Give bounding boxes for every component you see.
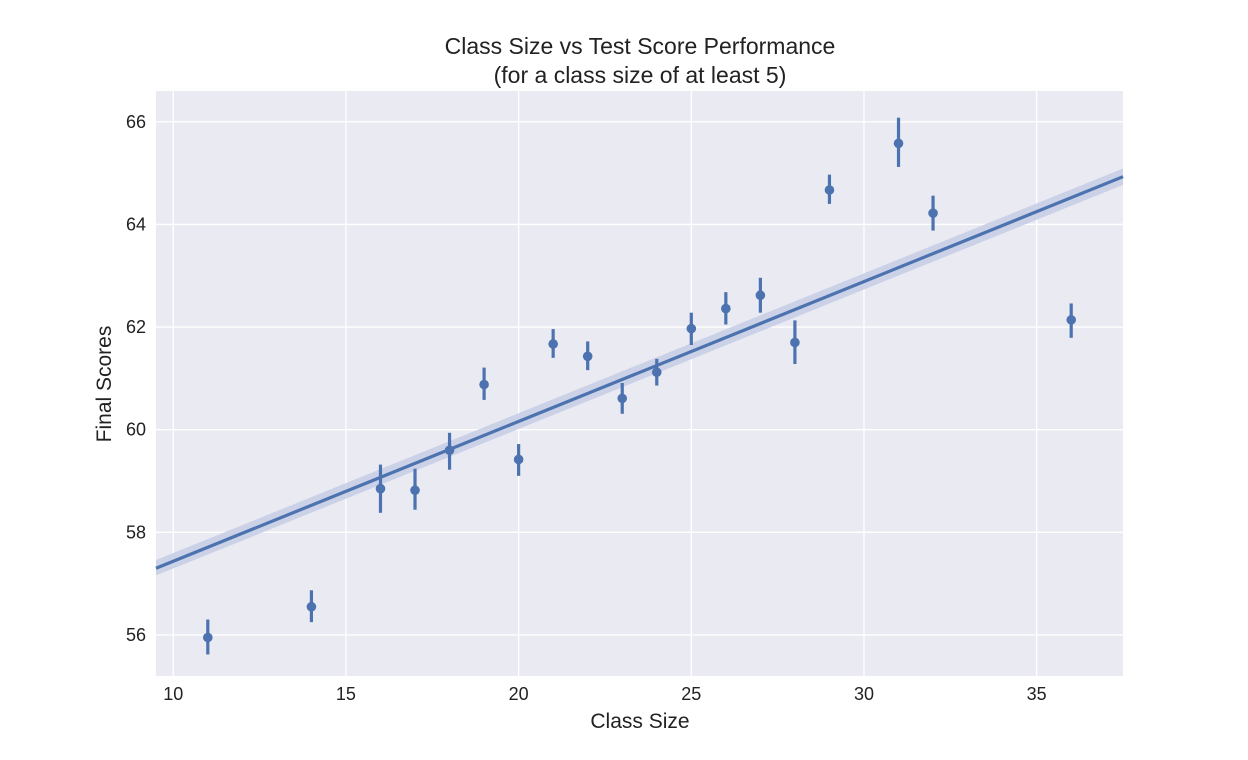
point-marker xyxy=(375,483,386,494)
point-marker xyxy=(790,337,800,348)
data-point xyxy=(755,277,766,313)
point-marker xyxy=(582,351,593,362)
y-tick-label: 58 xyxy=(126,522,146,542)
grid xyxy=(156,91,1123,676)
point-marker xyxy=(203,632,213,643)
data-point xyxy=(203,619,213,655)
data-point xyxy=(513,444,524,476)
y-tick-label: 64 xyxy=(126,214,146,234)
data-point xyxy=(928,195,938,231)
point-marker xyxy=(824,185,835,195)
point-marker xyxy=(444,445,455,456)
data-point xyxy=(444,432,455,470)
data-point xyxy=(375,464,386,513)
chart-title: Class Size vs Test Score Performance xyxy=(445,33,836,59)
y-tick-label: 66 xyxy=(126,112,146,132)
point-marker xyxy=(651,367,662,378)
data-point xyxy=(651,358,662,386)
regression-line xyxy=(155,175,1124,570)
y-axis-label: Final Scores xyxy=(93,326,116,443)
regression-line-group xyxy=(155,175,1124,570)
data-point xyxy=(617,382,628,414)
point-marker xyxy=(721,303,731,314)
point-marker xyxy=(410,485,420,496)
x-tick-label: 25 xyxy=(681,684,701,704)
y-tick-label: 60 xyxy=(126,420,146,440)
data-point xyxy=(479,367,489,400)
y-tick-label: 62 xyxy=(126,317,146,337)
point-marker xyxy=(686,323,697,334)
x-tick-label: 35 xyxy=(1027,684,1047,704)
chart-subtitle: (for a class size of at least 5) xyxy=(494,62,787,88)
data-point xyxy=(306,590,317,623)
x-tick-label: 10 xyxy=(163,684,183,704)
data-point xyxy=(686,312,697,346)
data-point xyxy=(790,320,800,364)
point-marker xyxy=(548,339,558,349)
y-axis-ticks: 56 58 60 62 64 66 xyxy=(126,112,146,645)
data-point xyxy=(893,117,904,167)
x-tick-label: 20 xyxy=(509,684,529,704)
data-point xyxy=(1066,303,1076,338)
y-tick-label: 56 xyxy=(126,625,146,645)
x-axis-ticks: 10 15 20 25 30 35 xyxy=(163,684,1046,704)
data-point xyxy=(721,292,731,325)
data-points xyxy=(203,117,1076,655)
point-marker xyxy=(513,454,524,465)
data-point xyxy=(824,174,835,204)
data-point xyxy=(548,329,558,358)
point-marker xyxy=(1066,315,1076,325)
point-marker xyxy=(306,601,317,612)
point-marker xyxy=(755,290,766,301)
x-tick-label: 30 xyxy=(854,684,874,704)
point-marker xyxy=(928,208,938,218)
plot-area xyxy=(156,91,1123,676)
x-axis-label: Class Size xyxy=(590,710,689,733)
x-tick-label: 15 xyxy=(336,684,356,704)
data-point xyxy=(582,341,593,371)
data-point xyxy=(410,468,420,510)
point-marker xyxy=(893,138,904,149)
point-marker xyxy=(617,393,628,404)
point-marker xyxy=(479,379,489,390)
